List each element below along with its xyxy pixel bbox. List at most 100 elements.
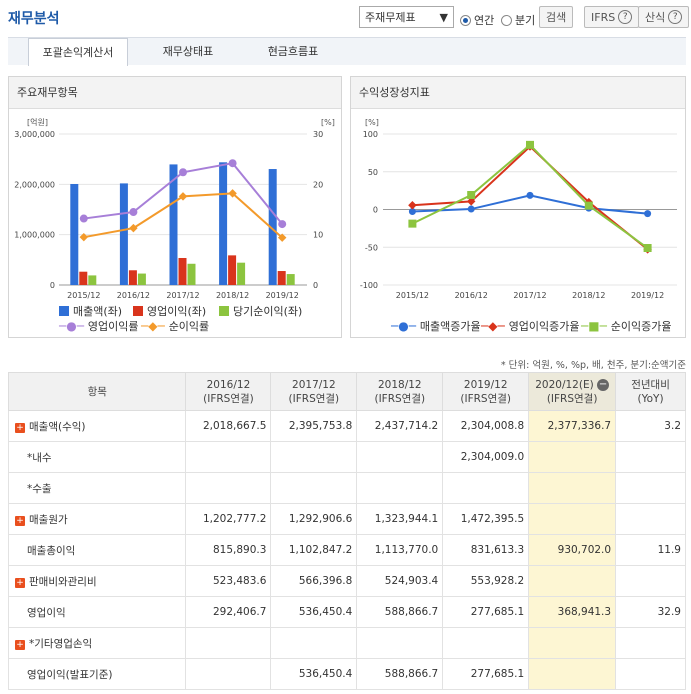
table-cell: 1,113,770.0 <box>356 534 444 566</box>
table-cell: 1,472,395.5 <box>442 503 530 535</box>
radio-quarter[interactable]: 분기 <box>501 9 535 31</box>
search-button[interactable]: 검색 <box>539 6 574 28</box>
left-axis-unit: [억원] <box>27 117 48 127</box>
header-line2: (IFRS연결) <box>374 392 426 405</box>
header-line1: 2019/12 <box>463 378 508 391</box>
x-tick-label: 2017/12 <box>166 291 199 300</box>
data-point <box>79 214 88 223</box>
ifrs-button-label: IFRS <box>591 10 616 24</box>
table-cell: 536,450.4 <box>270 596 358 628</box>
table-cell <box>615 441 686 473</box>
header-line2: (IFRS연결) <box>546 392 598 405</box>
expand-plus-icon[interactable]: + <box>15 422 25 433</box>
table-cell: 2,437,714.2 <box>356 410 444 442</box>
bar <box>219 162 228 285</box>
report-type-select[interactable]: 주재무제표 ▼ <box>359 6 454 28</box>
data-point <box>408 208 416 216</box>
table-cell <box>185 472 272 504</box>
data-point <box>129 208 138 217</box>
table-cell <box>528 441 617 473</box>
header-line2: (IFRS연결) <box>288 392 340 405</box>
expand-plus-icon[interactable]: + <box>15 515 25 526</box>
table-cell: 277,685.1 <box>442 658 530 690</box>
bar <box>119 183 128 285</box>
radio-quarter-label: 분기 <box>515 14 536 27</box>
table-cell <box>270 441 358 473</box>
collapse-icon[interactable]: − <box>597 378 610 391</box>
help-icon: ? <box>668 10 683 24</box>
table-cell <box>270 627 358 659</box>
row-label-cell: *내수 <box>7 441 187 473</box>
data-point <box>277 233 287 242</box>
header-line1: 항목 <box>87 385 107 398</box>
ifrs-button[interactable]: IFRS? <box>584 6 640 28</box>
legend-label: 순이익률 <box>168 320 210 333</box>
bar <box>128 270 137 285</box>
y-tick-label: -50 <box>365 243 378 252</box>
row-label: *수출 <box>27 482 52 495</box>
bar <box>277 271 286 285</box>
bar <box>286 274 295 285</box>
table-cell: 588,866.7 <box>356 658 444 690</box>
table-cell: 2,018,667.5 <box>185 410 272 442</box>
table-cell <box>528 503 617 535</box>
data-point <box>526 191 534 199</box>
data-point <box>228 189 237 198</box>
table-cell <box>528 565 617 597</box>
legend-op-profit-growth: ─◆─ 영업이익증가율 <box>481 318 580 334</box>
expand-plus-icon[interactable]: + <box>15 639 25 650</box>
table-cell: 553,928.2 <box>442 565 530 597</box>
y-tick-label: 2,000,000 <box>14 180 55 189</box>
legend-net-income: 당기순이익(좌) <box>219 303 302 319</box>
table-cell: 2,377,336.7 <box>528 410 617 442</box>
radio-unchecked-icon <box>501 14 512 26</box>
tab-income-statement[interactable]: 포괄손익계산서 <box>28 38 128 66</box>
table-cell <box>185 627 272 659</box>
table-cell: 292,406.7 <box>185 596 272 628</box>
y-tick-label: 0 <box>373 206 378 215</box>
radio-annual[interactable]: 연간 <box>460 9 494 31</box>
x-tick-label: 2017/12 <box>513 291 546 300</box>
tab-cash-flow[interactable]: 현금흐름표 <box>267 45 319 58</box>
table-body: + 매출액(수익) 2,018,667.5 2,395,753.8 2,437,714.… <box>7 410 686 690</box>
table-cell <box>356 472 444 504</box>
formula-button[interactable]: 산식? <box>638 6 690 28</box>
bar <box>178 257 187 285</box>
table-cell <box>615 565 686 597</box>
x-tick-label: 2015/12 <box>396 291 429 300</box>
expand-plus-icon[interactable]: + <box>15 577 25 588</box>
statement-tabs: 포괄손익계산서 재무상태표 현금흐름표 <box>8 37 686 66</box>
radio-checked-icon <box>460 14 471 26</box>
left-chart-panel: 주요재무항목 [억원] [%] 0 1,000,000 2,000,000 3,000… <box>8 76 342 338</box>
table-cell: 32.9 <box>615 596 686 628</box>
header-line1: 2020/12(E) <box>535 378 594 391</box>
table-row: + 판매비와관리비 523,483.6 566,396.8 524,903.4 553,9… <box>7 565 686 597</box>
table-cell <box>442 627 530 659</box>
x-tick-label: 2016/12 <box>117 291 150 300</box>
legend-label: 매출액(좌) <box>73 305 123 318</box>
table-header-cell: 2018/12 (IFRS연결) <box>356 372 444 411</box>
bar <box>70 184 79 285</box>
header-line2: (YoY) <box>637 392 664 405</box>
row-label: 매출액(수익) <box>29 420 86 433</box>
tab-balance-sheet[interactable]: 재무상태표 <box>162 45 214 58</box>
table-cell: 277,685.1 <box>442 596 530 628</box>
table-cell: 1,323,944.1 <box>356 503 444 535</box>
table-cell <box>615 472 686 504</box>
table-header-cell: 2016/12 (IFRS연결) <box>185 372 272 411</box>
legend-swatch <box>59 306 69 316</box>
legend-swatch <box>133 306 143 316</box>
table-cell: 815,890.3 <box>185 534 272 566</box>
table-cell <box>528 627 617 659</box>
row-label: 매출원가 <box>29 513 68 526</box>
data-point <box>466 197 476 206</box>
search-button-label: 검색 <box>546 11 567 24</box>
y-tick-label: 100 <box>363 130 378 139</box>
row-label: 판매비와관리비 <box>29 575 97 588</box>
table-cell <box>185 658 272 690</box>
table-cell: 368,941.3 <box>528 596 617 628</box>
row-label-cell: + 매출원가 <box>7 503 187 535</box>
table-cell: 2,304,008.8 <box>442 410 530 442</box>
x-tick-label: 2015/12 <box>67 291 100 300</box>
table-cell <box>356 441 444 473</box>
